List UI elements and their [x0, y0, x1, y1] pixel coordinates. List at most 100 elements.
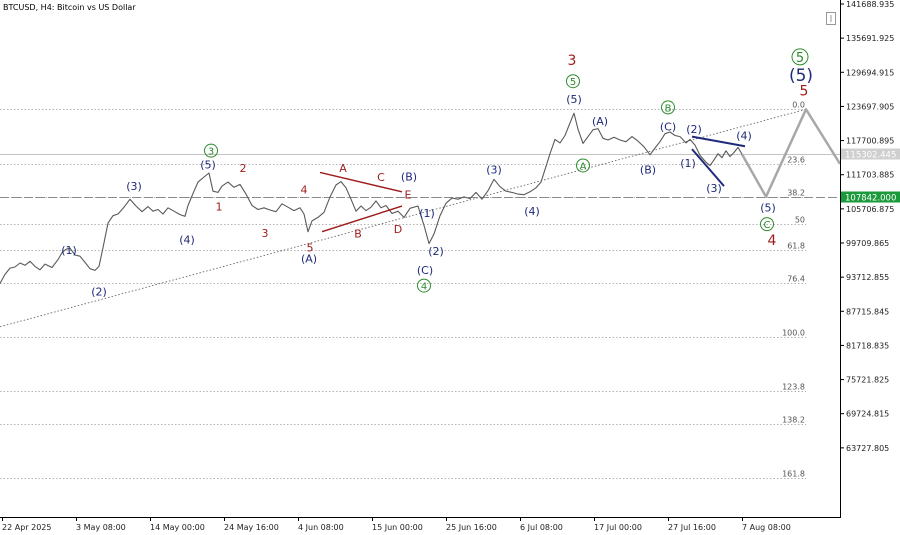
wave-label-circle [791, 48, 809, 66]
wave-label: B [665, 103, 672, 114]
wave-label-circle [576, 158, 590, 173]
wave-label: (5) [760, 202, 776, 215]
fib-level-label: 61.8 [787, 242, 805, 251]
y-tick-label: 111703.885 [846, 171, 894, 180]
price-line [0, 112, 743, 284]
fib-level-label: 0.0 [792, 101, 805, 110]
current-price-tag-bg [841, 148, 900, 160]
wave-label: (1) [680, 157, 696, 170]
current-price-value: 115302.445 [845, 151, 896, 161]
fib-level-label: 123.8 [782, 383, 805, 392]
projection-path [740, 108, 842, 198]
chart-symbol-title: BTCUSD, H4: Bitcoin vs US Dollar [3, 3, 136, 12]
wave-label: (C) [417, 264, 433, 277]
trend-support-line [0, 108, 807, 328]
y-tick-label: 63727.805 [846, 444, 889, 453]
x-tick-label: 25 Jun 16:00 [446, 523, 497, 532]
wave-label: C [764, 220, 771, 231]
fib-level-label: 23.6 [787, 156, 805, 165]
wave-label: (5) [789, 66, 813, 86]
y-tick-label: 117700.895 [846, 137, 894, 146]
object-list-icon[interactable] [826, 12, 836, 25]
x-tick-label: 6 Jul 08:00 [520, 523, 563, 532]
wave-label: (5) [200, 158, 216, 171]
wave-label-circle [417, 278, 431, 293]
wave-label: D [394, 223, 402, 236]
wave-label: B [354, 227, 362, 240]
wave-label: E [405, 189, 412, 202]
current-price-tag: 115302.445 [841, 148, 900, 161]
fibonacci-levels: 0.0 23.6 38.2 50 61.8 76.4 100.0 123.8 138.2 161.… [0, 101, 840, 479]
blue-pattern-line [691, 135, 746, 148]
wave-label: (2) [91, 285, 107, 298]
x-tick-label: 17 Jul 00:00 [594, 523, 642, 532]
wave-label-circle [760, 217, 774, 232]
y-tick-label: 69724.815 [846, 410, 889, 419]
wave-label: (B) [401, 170, 417, 183]
x-tick-label: 3 May 08:00 [76, 523, 126, 532]
y-tick-label: 105706.875 [846, 205, 894, 214]
x-tick-label: 24 May 16:00 [224, 523, 279, 532]
y-tick-label: 129694.915 [846, 68, 894, 77]
wave-label: (1) [419, 207, 435, 220]
projection-line [740, 108, 842, 198]
fib-level-label: 138.2 [782, 416, 805, 425]
wave-label: 2 [240, 162, 247, 175]
wave-label: (B) [640, 164, 656, 177]
wave-label: (3) [126, 180, 142, 193]
marked-level-tag: 107842.000 [841, 191, 900, 204]
price-series [0, 112, 743, 284]
wave-label: 5 [796, 51, 804, 66]
wave-label: 5 [570, 77, 576, 88]
wave-label: 4 [768, 233, 777, 249]
fib-level-label: 100.0 [782, 329, 805, 338]
wave-label: (1) [61, 244, 77, 257]
y-tick-label: 99709.865 [846, 239, 889, 248]
wave-label: (5) [566, 93, 582, 106]
red-pattern-line [321, 205, 403, 233]
blue-pattern-line [691, 148, 725, 187]
red-pattern-line [319, 171, 403, 193]
wave-label: 4 [421, 282, 427, 293]
wave-label: (4) [179, 234, 195, 247]
y-tick-label: 75721.825 [846, 376, 889, 385]
wave-label: A [580, 161, 587, 172]
wave-label: C [377, 171, 385, 184]
wave-label: (A) [592, 115, 608, 128]
y-tick-label: 93712.855 [846, 273, 889, 282]
x-tick-label: 27 Jul 16:00 [668, 523, 716, 532]
wave-label: 1 [216, 201, 223, 214]
y-tick-label: 141688.935 [846, 0, 894, 9]
y-tick-label: 87715.845 [846, 307, 889, 316]
wave-label: 5 [800, 84, 809, 100]
wave-label: (A) [301, 252, 317, 265]
trend-line-layer [0, 108, 807, 328]
wave-label: (3) [486, 164, 502, 177]
wave-label-circle [661, 100, 675, 115]
marked-level-value: 107842.000 [845, 194, 896, 204]
wave-label: (2) [686, 123, 702, 136]
fib-level-label: 50 [795, 216, 805, 225]
y-tick-label: 135691.925 [846, 34, 894, 43]
wave-label: (2) [428, 245, 444, 258]
time-axis[interactable]: 22 Apr 2025 3 May 08:00 14 May 00:00 24 May… [2, 517, 791, 532]
x-tick-label: 7 Aug 08:00 [742, 523, 791, 532]
wave-label: A [339, 162, 347, 175]
wave-label: 5 [307, 242, 314, 255]
x-tick-label: 22 Apr 2025 [2, 523, 51, 532]
x-tick-label: 4 Jun 08:00 [298, 523, 344, 532]
price-axis[interactable]: 141688.935 135691.925 129694.915 123697.905… [840, 0, 894, 453]
y-tick-label: 123697.905 [846, 102, 894, 111]
marked-level-tag-bg [841, 191, 900, 203]
fib-level-label: 161.8 [782, 470, 805, 479]
x-tick-label: 14 May 00:00 [150, 523, 205, 532]
wave-label-circle [566, 74, 580, 89]
wave-labels: (1)(2)(3)(4)(5)312345(A)ABCDE(B)(1)(2)(C… [61, 48, 813, 298]
x-tick-label: 15 Jun 00:00 [372, 523, 423, 532]
y-tick-label: 81718.835 [846, 341, 889, 350]
wave-label: (C) [660, 120, 676, 133]
wave-label: 3 [208, 147, 214, 158]
wave-label: 3 [568, 53, 577, 69]
wave-label: 4 [301, 184, 308, 197]
